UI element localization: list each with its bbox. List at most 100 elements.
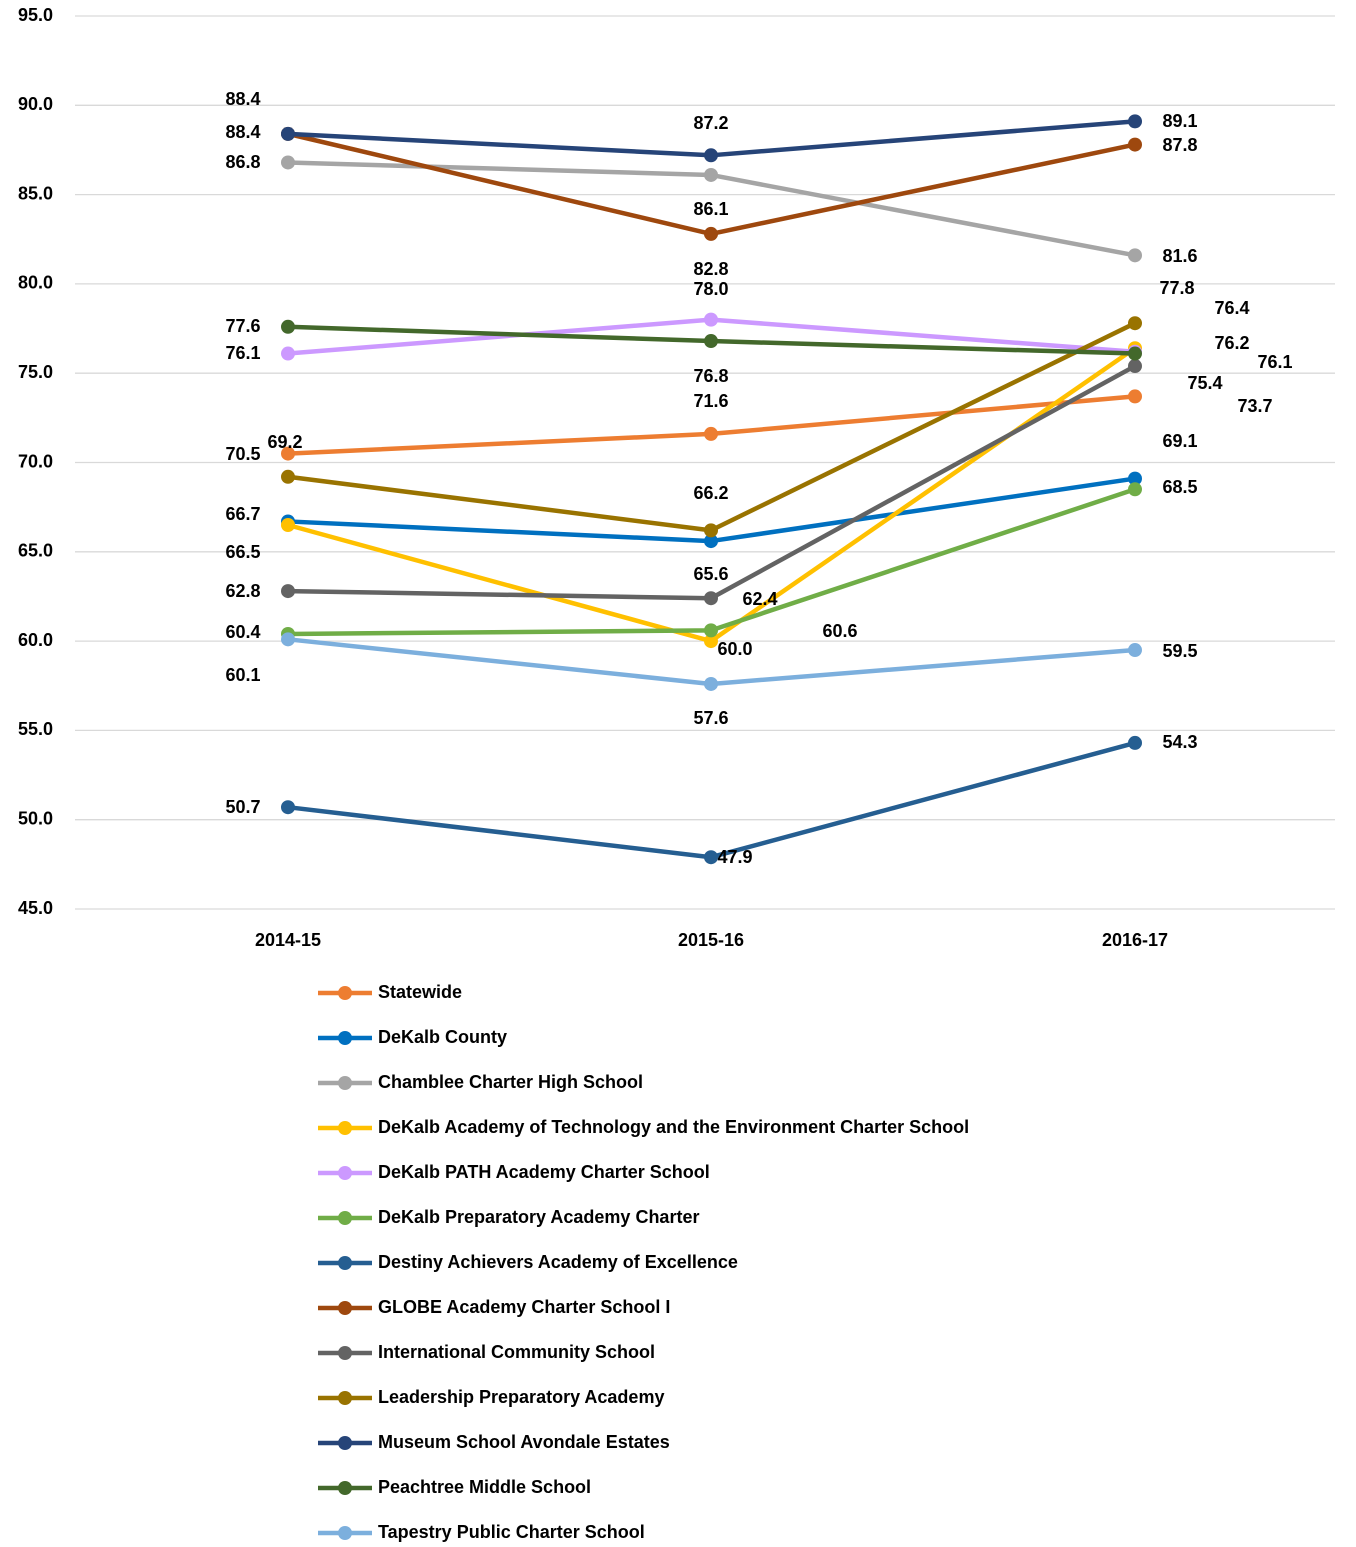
data-label: 62.8 xyxy=(225,581,260,601)
data-point xyxy=(704,591,718,606)
data-label: 60.4 xyxy=(225,622,260,642)
data-label: 77.6 xyxy=(225,316,260,336)
data-label: 68.5 xyxy=(1162,477,1197,497)
data-point xyxy=(281,446,295,461)
data-point xyxy=(281,155,295,170)
data-label: 69.1 xyxy=(1162,431,1197,451)
y-tick-label: 95.0 xyxy=(18,5,53,25)
legend-label: DeKalb PATH Academy Charter School xyxy=(378,1162,710,1182)
data-point xyxy=(704,167,718,182)
legend-label: Leadership Preparatory Academy xyxy=(378,1387,664,1407)
data-label: 60.6 xyxy=(822,621,857,641)
data-point xyxy=(704,148,718,163)
legend-label: Statewide xyxy=(378,982,462,1002)
y-tick-label: 65.0 xyxy=(18,541,53,561)
legend-label: Tapestry Public Charter School xyxy=(378,1522,645,1542)
data-point xyxy=(704,676,718,691)
data-label: 65.6 xyxy=(693,564,728,584)
y-tick-label: 70.0 xyxy=(18,451,53,471)
y-tick-label: 45.0 xyxy=(18,898,53,918)
legend-label: DeKalb Preparatory Academy Charter xyxy=(378,1207,699,1227)
data-point xyxy=(281,346,295,361)
data-label: 47.9 xyxy=(717,847,752,867)
legend-label: DeKalb Academy of Technology and the Env… xyxy=(378,1117,969,1137)
data-point xyxy=(281,126,295,141)
data-label: 77.8 xyxy=(1159,278,1194,298)
data-label: 66.2 xyxy=(693,483,728,503)
series-line xyxy=(287,740,1136,860)
data-point xyxy=(281,800,295,815)
data-label: 88.4 xyxy=(225,89,260,109)
data-point xyxy=(281,518,295,533)
legend-label: DeKalb County xyxy=(378,1027,507,1047)
legend-label: International Community School xyxy=(378,1342,655,1362)
data-label: 66.5 xyxy=(225,542,260,562)
data-label: 54.3 xyxy=(1162,732,1197,752)
data-point xyxy=(281,632,295,647)
y-tick-label: 80.0 xyxy=(18,273,53,293)
data-label: 76.1 xyxy=(1257,352,1292,372)
legend-marker xyxy=(338,1436,352,1450)
y-tick-label: 85.0 xyxy=(18,183,53,203)
data-label: 76.1 xyxy=(225,343,260,363)
data-point xyxy=(1128,137,1142,152)
legend-label: GLOBE Academy Charter School I xyxy=(378,1297,670,1317)
legend-marker xyxy=(338,1031,352,1045)
data-point xyxy=(704,523,718,538)
data-label: 71.6 xyxy=(693,391,728,411)
legend-label: Museum School Avondale Estates xyxy=(378,1432,670,1452)
data-point xyxy=(704,226,718,241)
legend-label: Destiny Achievers Academy of Excellence xyxy=(378,1252,738,1272)
data-point xyxy=(1128,316,1142,331)
x-tick-label: 2015-16 xyxy=(678,930,744,950)
data-label: 50.7 xyxy=(225,797,260,817)
data-label: 86.1 xyxy=(693,199,728,219)
data-label: 78.0 xyxy=(693,279,728,299)
data-label: 88.4 xyxy=(225,122,260,142)
data-label: 87.8 xyxy=(1162,135,1197,155)
legend-marker xyxy=(338,1301,352,1315)
data-point xyxy=(1128,735,1142,750)
data-label: 60.0 xyxy=(717,639,752,659)
data-point xyxy=(704,623,718,638)
data-point xyxy=(704,312,718,327)
data-point xyxy=(1128,389,1142,404)
y-tick-label: 50.0 xyxy=(18,808,53,828)
legend-marker xyxy=(338,986,352,1000)
data-label: 60.1 xyxy=(225,665,260,685)
data-point xyxy=(704,534,718,549)
data-point xyxy=(281,584,295,599)
x-tick-label: 2016-17 xyxy=(1102,930,1168,950)
data-label: 76.2 xyxy=(1214,333,1249,353)
x-tick-label: 2014-15 xyxy=(255,930,321,950)
data-point xyxy=(281,319,295,334)
y-tick-label: 60.0 xyxy=(18,630,53,650)
legend-marker xyxy=(338,1076,352,1090)
y-tick-label: 75.0 xyxy=(18,362,53,382)
legend-label: Peachtree Middle School xyxy=(378,1477,591,1497)
data-label: 89.1 xyxy=(1162,111,1197,131)
data-label: 57.6 xyxy=(693,708,728,728)
data-label: 86.8 xyxy=(225,152,260,172)
data-label: 87.2 xyxy=(693,113,728,133)
data-label: 70.5 xyxy=(225,444,260,464)
data-label: 81.6 xyxy=(1162,246,1197,266)
data-point xyxy=(1128,471,1142,486)
data-label: 73.7 xyxy=(1237,396,1272,416)
y-tick-label: 55.0 xyxy=(18,719,53,739)
data-label: 75.4 xyxy=(1187,373,1222,393)
data-label: 59.5 xyxy=(1162,641,1197,661)
data-point xyxy=(704,634,718,649)
data-point xyxy=(1128,643,1142,658)
legend-marker xyxy=(338,1346,352,1360)
data-label: 82.8 xyxy=(693,259,728,279)
legend-marker xyxy=(338,1211,352,1225)
data-label: 69.2 xyxy=(267,432,302,452)
legend-marker xyxy=(338,1481,352,1495)
data-label: 76.8 xyxy=(693,366,728,386)
data-label: 76.4 xyxy=(1214,298,1249,318)
legend-marker xyxy=(338,1166,352,1180)
data-point xyxy=(704,334,718,349)
data-point xyxy=(1128,482,1142,497)
